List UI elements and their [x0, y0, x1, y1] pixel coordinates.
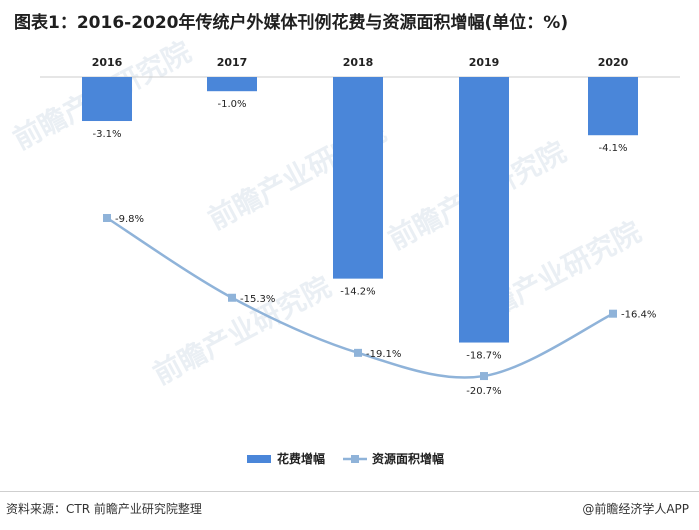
bar: [207, 77, 257, 92]
line-data-label: -9.8%: [115, 214, 144, 225]
source-note: 资料来源：CTR 前瞻产业研究院整理: [6, 502, 202, 516]
line-marker: [103, 214, 111, 222]
line-data-label: -20.7%: [466, 386, 501, 397]
category-label: 2017: [217, 56, 248, 69]
line-marker: [609, 309, 617, 318]
category-label: 2018: [343, 56, 374, 69]
legend-swatch-bar: [247, 455, 271, 463]
watermark-text: 前瞻产业研究院: [148, 270, 337, 391]
legend-marker-line: [351, 455, 359, 463]
bar-data-label: -18.7%: [466, 351, 501, 362]
category-label: 2020: [598, 56, 629, 69]
bar-data-label: -3.1%: [92, 129, 121, 140]
bar: [333, 77, 383, 279]
bar-data-label: -4.1%: [598, 143, 627, 154]
chart-title: 图表1：2016-2020年传统户外媒体刊例花费与资源面积增幅(单位：%): [14, 13, 569, 33]
brand-label: @前瞻经济学人APP: [582, 502, 689, 516]
footer-divider: [0, 491, 699, 492]
bar-data-label: -14.2%: [340, 287, 375, 298]
legend-label-line: 资源面积增幅: [372, 451, 444, 466]
line-data-label: -19.1%: [366, 349, 401, 360]
bar: [82, 77, 132, 122]
category-label: 2016: [92, 56, 123, 69]
bar: [588, 77, 638, 136]
legend-label-bar: 花费增幅: [277, 451, 325, 466]
line-data-label: -15.3%: [240, 294, 275, 305]
category-label: 2019: [469, 56, 500, 69]
bar-data-label: -1.0%: [217, 99, 246, 110]
line-marker: [228, 293, 236, 302]
line-marker: [354, 348, 362, 357]
line-data-label: -16.4%: [621, 310, 656, 321]
bar: [459, 77, 509, 343]
line-marker: [480, 372, 488, 381]
